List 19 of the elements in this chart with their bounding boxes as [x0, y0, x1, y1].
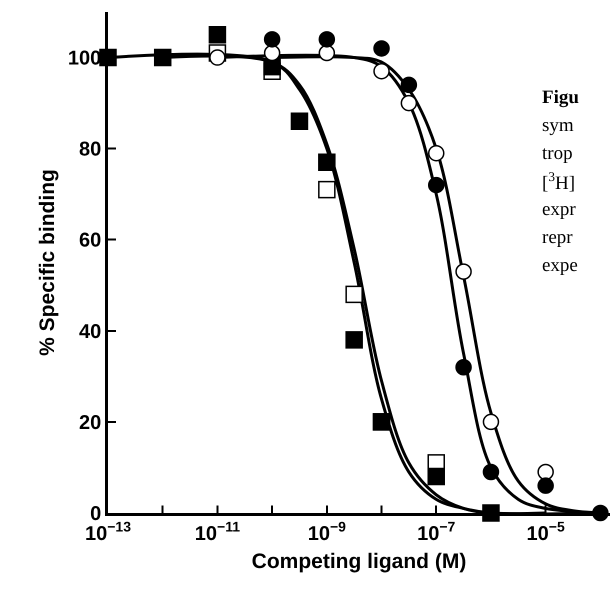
y-axis-title: % Specific binding [36, 169, 60, 356]
annotation: sym [542, 115, 574, 136]
y-tick-label: 40 [79, 320, 102, 343]
annotation: expe [542, 255, 578, 276]
annotation: expr [542, 199, 576, 220]
x-axis-title: Competing ligand (M) [252, 550, 466, 573]
annotation: [$^{3}$H] [542, 169, 576, 194]
y-tick-label: 100 [68, 48, 102, 70]
y-tick-label: 20 [79, 412, 102, 434]
y-tick-label: 60 [79, 230, 102, 252]
annotation: Figu [542, 87, 580, 108]
annotation: repr [542, 227, 574, 248]
y-tick-label: 0 [90, 503, 102, 525]
y-tick-label: 80 [79, 138, 102, 161]
x-tick-label: 10$^{−9}$ [308, 518, 346, 545]
x-tick-label: 10$^{−5}$ [526, 518, 565, 545]
annotation: trop [542, 143, 573, 164]
x-tick-label: 10$^{−11}$ [194, 518, 240, 545]
x-tick-label: 10$^{−7}$ [417, 518, 456, 545]
